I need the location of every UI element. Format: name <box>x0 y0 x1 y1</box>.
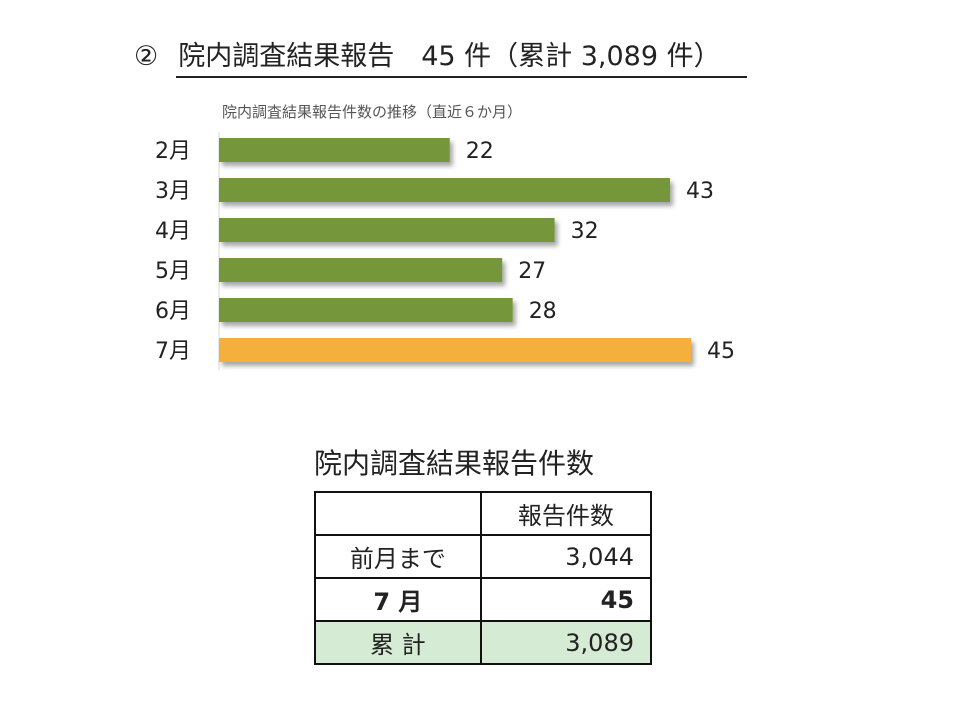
row-label: 7 月 <box>314 577 482 622</box>
category-label: 7月 <box>155 339 191 364</box>
table-header-cell: 報告件数 <box>479 491 653 536</box>
section-number: ② <box>134 41 159 72</box>
page-title: 院内調査結果報告 45 件（累計 3,089 件） <box>176 34 747 78</box>
category-label: 2月 <box>155 139 191 164</box>
bar-2 <box>219 178 671 202</box>
value-label: 43 <box>686 179 714 204</box>
bar-6 <box>219 338 691 362</box>
row-label: 前月まで <box>314 534 482 579</box>
value-label: 22 <box>466 139 494 164</box>
value-label: 27 <box>518 259 546 284</box>
row-value: 45 <box>479 577 653 622</box>
value-label: 28 <box>529 299 557 324</box>
row-value: 3,089 <box>479 620 653 665</box>
category-label: 4月 <box>155 219 191 244</box>
value-label: 32 <box>571 219 599 244</box>
table-row: 7 月 45 <box>314 577 653 622</box>
row-value: 3,044 <box>479 534 653 579</box>
table-header-row: 報告件数 <box>314 491 653 536</box>
bar-3 <box>219 218 555 242</box>
table-header-cell <box>314 491 482 536</box>
table-row: 前月まで 3,044 <box>314 534 653 579</box>
value-label: 45 <box>707 339 735 364</box>
table-title: 院内調査結果報告件数 <box>314 447 595 480</box>
bar-5 <box>219 298 513 322</box>
chart-title: 院内調査結果報告件数の推移（直近６か月） <box>222 103 523 121</box>
category-label: 3月 <box>155 179 191 204</box>
summary-table: 報告件数 前月まで 3,044 7 月 45 累 計 3,089 <box>314 491 653 665</box>
bar-1 <box>219 138 450 162</box>
bar-chart: 2月 22 3月 43 4月 32 5月 27 6月 28 7月 45 <box>155 132 735 370</box>
category-label: 6月 <box>155 299 191 324</box>
table-total-row: 累 計 3,089 <box>314 620 653 665</box>
page-heading: ② 院内調査結果報告 45 件（累計 3,089 件） <box>134 34 747 78</box>
category-label: 5月 <box>155 259 191 284</box>
bar-4 <box>219 258 503 282</box>
row-label: 累 計 <box>314 620 482 665</box>
